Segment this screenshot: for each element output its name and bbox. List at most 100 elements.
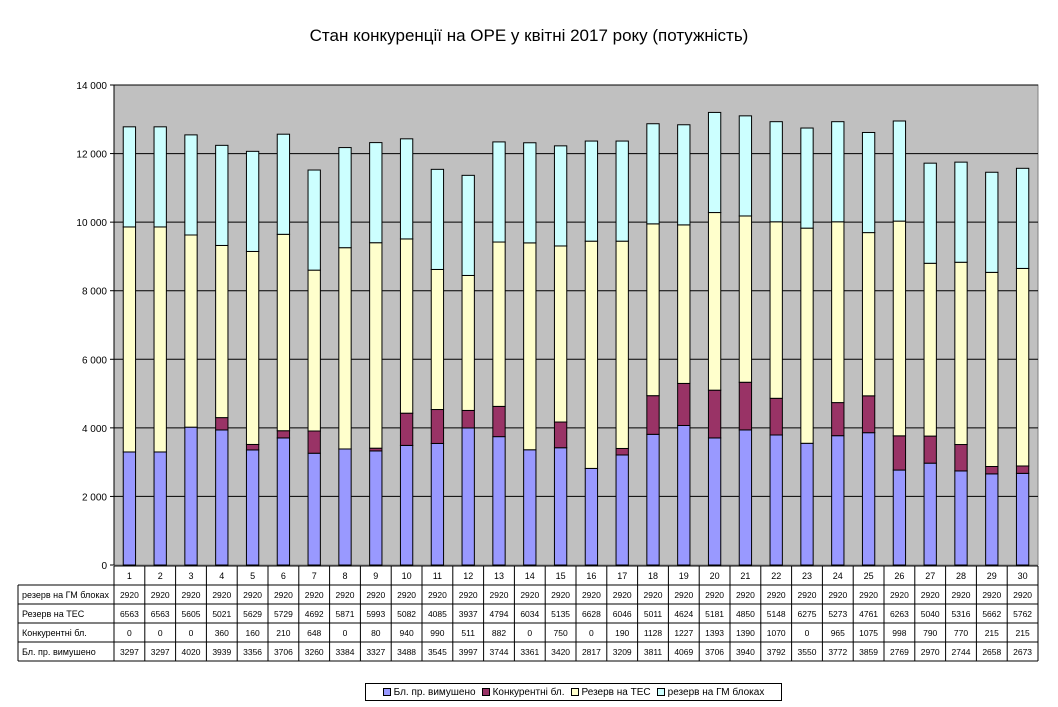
bar-segment xyxy=(523,449,537,566)
bar-segment xyxy=(985,271,999,467)
data-table-value: 3420 xyxy=(551,647,570,657)
x-tick-label: 23 xyxy=(802,571,812,581)
data-table-value: 5729 xyxy=(274,609,293,619)
bar-segment xyxy=(122,451,137,566)
bar-segment xyxy=(738,429,753,566)
bar-segment xyxy=(615,447,629,456)
data-table-value: 990 xyxy=(430,628,444,638)
data-table-value: 6563 xyxy=(120,609,139,619)
y-tick-label: 4 000 xyxy=(82,424,107,435)
data-table-value: 1390 xyxy=(736,628,755,638)
bar-segment xyxy=(923,262,937,437)
legend-label: Бл. пр. вимушено xyxy=(393,686,476,698)
bar-segment xyxy=(307,452,321,566)
data-table-value: 3939 xyxy=(212,647,231,657)
data-table-value: 3361 xyxy=(520,647,539,657)
data-table-value: 3260 xyxy=(305,647,324,657)
data-table-value: 2769 xyxy=(890,647,909,657)
bar-segment xyxy=(646,433,660,566)
data-table-value: 4085 xyxy=(428,609,447,619)
data-table-value: 2920 xyxy=(674,590,693,600)
data-table-value: 3997 xyxy=(459,647,478,657)
bar-segment xyxy=(1015,167,1030,269)
data-table-value: 5040 xyxy=(921,609,940,619)
x-tick-label: 27 xyxy=(925,571,935,581)
data-table-value: 2744 xyxy=(952,647,971,657)
data-table-value: 750 xyxy=(554,628,568,638)
x-tick-label: 10 xyxy=(402,571,412,581)
data-table-value: 5181 xyxy=(705,609,724,619)
data-table-value: 2920 xyxy=(921,590,940,600)
bar-segment xyxy=(738,115,753,217)
data-table-value: 3545 xyxy=(428,647,447,657)
bar-segment xyxy=(215,244,229,419)
bar-segment xyxy=(276,133,291,235)
bar-segment xyxy=(399,238,414,414)
bar-segment xyxy=(1015,472,1030,566)
data-table-value: 5605 xyxy=(182,609,201,619)
bar-segment xyxy=(769,397,783,436)
x-tick-label: 9 xyxy=(373,571,378,581)
x-tick-label: 2 xyxy=(158,571,163,581)
bar-segment xyxy=(615,140,629,242)
data-table-value: 160 xyxy=(246,628,260,638)
bar-segment xyxy=(338,147,352,249)
x-tick-label: 26 xyxy=(894,571,904,581)
data-table-value: 215 xyxy=(985,628,999,638)
data-table-value: 2920 xyxy=(397,590,416,600)
data-table-value: 5021 xyxy=(212,609,231,619)
bar-segment xyxy=(707,389,722,439)
bar-segment xyxy=(677,382,691,426)
data-table-value: 4624 xyxy=(674,609,693,619)
bar-segment xyxy=(369,242,383,449)
bar-segment xyxy=(245,443,260,451)
data-table-value: 965 xyxy=(831,628,845,638)
x-tick-label: 19 xyxy=(679,571,689,581)
data-table-value: 4761 xyxy=(859,609,878,619)
x-tick-label: 14 xyxy=(525,571,535,581)
bar-segment xyxy=(122,126,137,228)
bar-segment xyxy=(307,169,321,271)
bar-segment xyxy=(153,226,167,453)
data-table-value: 2920 xyxy=(613,590,632,600)
x-tick-label: 4 xyxy=(219,571,224,581)
data-table-value: 2920 xyxy=(952,590,971,600)
x-tick-label: 16 xyxy=(586,571,596,581)
y-tick-label: 12 000 xyxy=(76,150,107,161)
data-table-value: 80 xyxy=(371,628,381,638)
plot-area xyxy=(113,84,1039,566)
legend-label: Резерв на ТЕС xyxy=(581,686,651,698)
data-table-value: 2920 xyxy=(366,590,385,600)
x-tick-label: 5 xyxy=(250,571,255,581)
bar-segment xyxy=(615,240,629,449)
bar-segment xyxy=(769,434,783,566)
bar-segment xyxy=(276,437,291,566)
bar-segment xyxy=(831,121,845,223)
chart-legend: Бл. пр. вимушено Конкурентні бл. Резерв на… xyxy=(365,683,782,701)
table-row-label: Резерв на ТЕС xyxy=(22,609,85,619)
data-table-value: 2920 xyxy=(490,590,509,600)
data-table-value: 0 xyxy=(527,628,532,638)
x-tick-label: 12 xyxy=(463,571,473,581)
bar-segment xyxy=(831,402,845,437)
bar-segment xyxy=(430,168,445,270)
data-table-value: 3937 xyxy=(459,609,478,619)
bar-segment xyxy=(861,131,876,234)
legend-item: Конкурентні бл. xyxy=(481,687,565,698)
bar-segment xyxy=(707,437,722,566)
data-table-value: 2673 xyxy=(1013,647,1032,657)
bar-segment xyxy=(523,242,537,451)
legend-swatch xyxy=(656,688,665,696)
data-table-value: 3859 xyxy=(859,647,878,657)
bar-segment xyxy=(954,444,968,472)
bar-segment xyxy=(677,124,691,226)
bar-segment xyxy=(707,111,722,214)
bar-segment xyxy=(985,171,999,273)
bar-segment xyxy=(461,274,475,411)
y-tick-label: 14 000 xyxy=(76,81,107,92)
x-tick-label: 17 xyxy=(617,571,627,581)
data-table-value: 2920 xyxy=(151,590,170,600)
data-table-value: 2920 xyxy=(243,590,262,600)
legend-swatch xyxy=(570,688,579,696)
data-table-value: 5662 xyxy=(982,609,1001,619)
